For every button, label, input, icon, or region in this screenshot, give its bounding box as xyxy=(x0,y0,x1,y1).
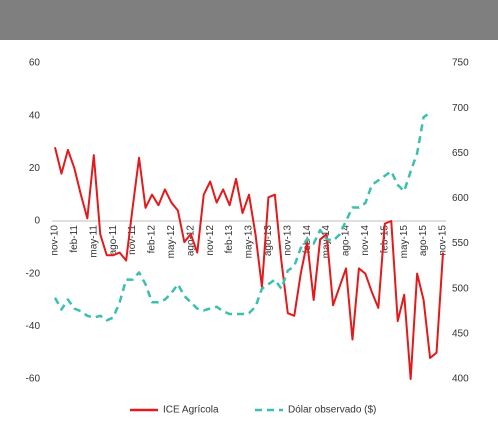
x-tick-label: ago-12 xyxy=(185,225,196,257)
x-tick-label: may-12 xyxy=(166,225,177,259)
x-tick-label: feb-15 xyxy=(379,225,390,254)
y2-tick-label: 600 xyxy=(452,193,469,204)
y2-tick-label: 750 xyxy=(452,58,469,69)
x-tick-label: ago-11 xyxy=(108,225,119,256)
x-tick-label: ago-15 xyxy=(418,225,429,257)
y-tick-label: 20 xyxy=(29,163,41,174)
x-tick-label: ago-13 xyxy=(263,225,274,257)
y2-tick-label: 450 xyxy=(452,328,469,339)
y2-tick-label: 500 xyxy=(452,283,469,294)
y-tick-label: 0 xyxy=(34,216,40,227)
y2-tick-label: 700 xyxy=(452,103,469,114)
x-tick-label: may-15 xyxy=(399,225,410,259)
x-tick-label: nov-12 xyxy=(205,225,216,256)
y-tick-label: -60 xyxy=(26,374,41,385)
series-line xyxy=(53,111,431,322)
x-tick-label: may-11 xyxy=(88,225,99,258)
y2-tick-label: 550 xyxy=(452,238,469,249)
y-tick-label: -40 xyxy=(26,321,41,332)
x-tick-label: nov-13 xyxy=(282,225,293,256)
x-tick-label: nov-14 xyxy=(360,225,371,256)
legend-label: Dólar observado ($) xyxy=(288,405,376,416)
y-tick-label: 40 xyxy=(29,110,41,121)
series-line xyxy=(54,147,444,380)
legend-label: ICE Agrícola xyxy=(163,405,219,416)
x-tick-label: nov-10 xyxy=(50,225,61,256)
y-tick-label: -20 xyxy=(26,268,41,279)
x-tick-label: nov-15 xyxy=(438,225,449,256)
y2-tick-label: 400 xyxy=(452,374,469,385)
x-tick-label: feb-11 xyxy=(69,225,80,253)
x-tick-label: ago-14 xyxy=(341,225,352,257)
x-tick-label: may-13 xyxy=(244,225,255,259)
header-bar xyxy=(0,0,498,40)
x-tick-label: feb-12 xyxy=(147,225,158,254)
x-tick-label: nov-11 xyxy=(127,225,138,255)
y-tick-label: 60 xyxy=(29,58,41,69)
y2-tick-label: 650 xyxy=(452,148,469,159)
x-tick-label: feb-13 xyxy=(224,225,235,254)
